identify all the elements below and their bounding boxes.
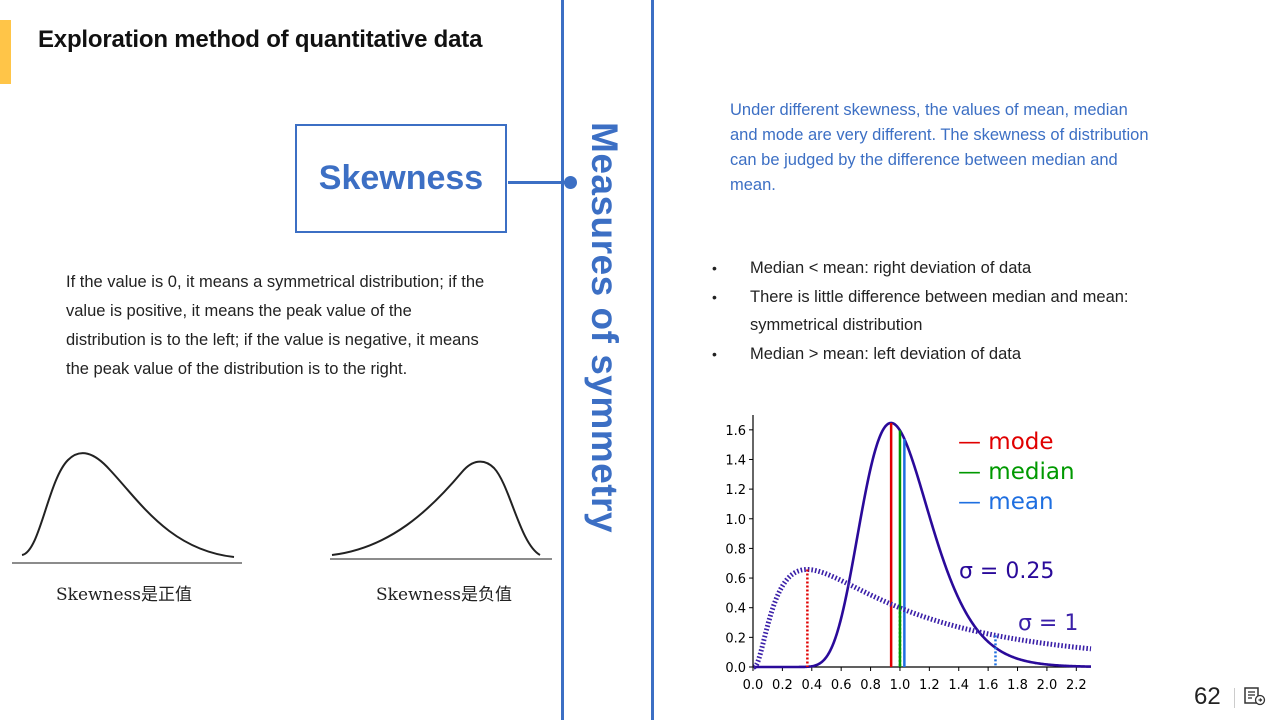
x-tick-label: 1.0 — [890, 678, 911, 693]
y-tick-label: 0.6 — [725, 572, 746, 587]
skewness-curves-illustration — [12, 452, 552, 564]
lognormal-chart: 0.0 0.2 0.4 0.6 0.8 1.0 1.2 1.4 1.6 1.8 2.0 2.2 0.0 0… — [725, 415, 1092, 693]
page-number-separator — [1234, 688, 1235, 708]
x-tick-label: 1.8 — [1007, 678, 1028, 693]
bullet-icon: • — [712, 260, 717, 276]
legend-item: — mean — [958, 489, 1054, 515]
x-tick-label: 1.2 — [919, 678, 940, 693]
x-tick-label: 0.4 — [801, 678, 822, 693]
x-tick-label: 0.0 — [743, 678, 764, 693]
series-label: σ = 1 — [1018, 611, 1078, 636]
positive-skew-curve — [21, 452, 235, 558]
series-curve — [753, 421, 1092, 669]
y-tick-label: 0.4 — [725, 602, 746, 617]
y-tick-label: 0.8 — [725, 542, 746, 557]
x-tick-label: 0.6 — [831, 678, 852, 693]
series-label: σ = 0.25 — [959, 559, 1054, 584]
negative-skew-curve — [331, 460, 541, 556]
skewness-description: If the value is 0, it means a symmetrica… — [66, 273, 485, 378]
notes-icon[interactable] — [1244, 686, 1266, 706]
y-tick-label: 1.0 — [725, 513, 746, 528]
list-item: • Median < mean: right deviation of data — [712, 254, 1132, 283]
x-tick-label: 1.4 — [948, 678, 969, 693]
divider-right — [651, 0, 654, 720]
slide-title: Exploration method of quantitative data — [38, 26, 483, 53]
x-tick-label: 1.6 — [978, 678, 999, 693]
legend-item: — median — [958, 459, 1075, 485]
y-tick-label: 0.2 — [725, 631, 746, 646]
x-tick-label: 2.0 — [1037, 678, 1058, 693]
connector-line — [508, 181, 567, 184]
x-tick-label: 0.2 — [772, 678, 793, 693]
negative-skew-caption: Skewness是负值 — [376, 585, 513, 605]
skewness-explanation: Under different skewness, the values of … — [730, 101, 1149, 194]
positive-skew-caption: Skewness是正值 — [56, 585, 193, 605]
skewness-label: Skewness — [318, 159, 484, 197]
list-item: • There is little difference between medi… — [712, 283, 1132, 340]
x-tick-label: 2.2 — [1066, 678, 1087, 693]
section-title: Measures of symmetry — [584, 122, 625, 534]
y-tick-label: 1.6 — [725, 424, 746, 439]
skewness-box: Skewness — [295, 124, 507, 233]
divider-left — [561, 0, 564, 720]
legend-item: — mode — [958, 429, 1054, 455]
connector-dot — [564, 176, 577, 189]
y-tick-label: 1.2 — [725, 483, 746, 498]
y-tick-label: 0.0 — [725, 661, 746, 676]
page-number: 62 — [1194, 683, 1221, 710]
bullet-icon: • — [712, 345, 717, 362]
y-tick-label: 1.4 — [725, 453, 746, 468]
bullet-icon: • — [712, 288, 717, 305]
title-accent-bar — [0, 20, 11, 84]
bullet-list: • Median < mean: right deviation of data … — [712, 254, 1132, 368]
x-tick-label: 0.8 — [860, 678, 881, 693]
list-item: • Median > mean: left deviation of data — [712, 340, 1132, 369]
